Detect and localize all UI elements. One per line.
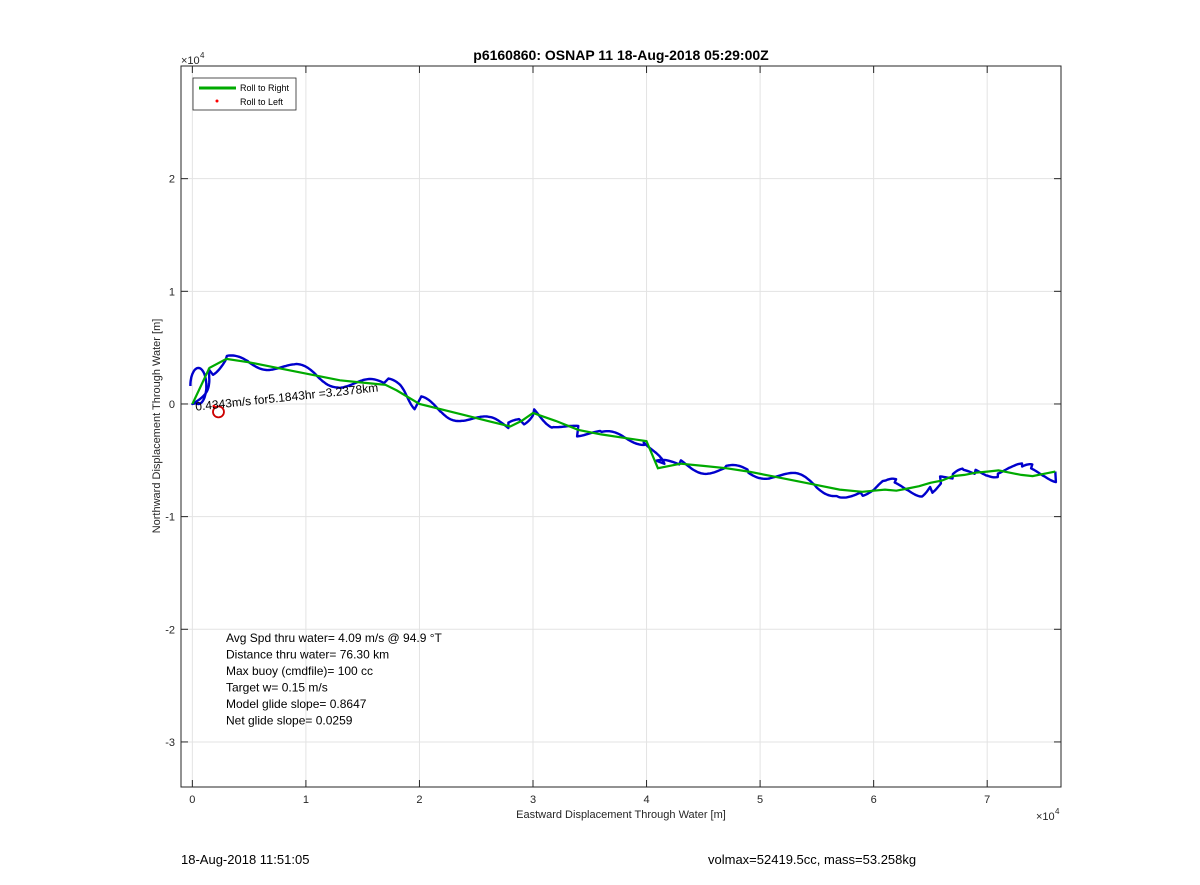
svg-text:×10: ×10 bbox=[1036, 811, 1055, 823]
stats-annotation-line: Model glide slope= 0.8647 bbox=[226, 697, 367, 711]
y-axis-label: Northward Displacement Through Water [m] bbox=[151, 319, 163, 534]
plot-frame bbox=[180, 65, 1062, 788]
footer-summary: volmax=52419.5cc, mass=53.258kg bbox=[708, 852, 917, 867]
x-tick-label: 4 bbox=[643, 794, 649, 806]
stats-annotation-block: Avg Spd thru water= 4.09 m/s @ 94.9 °T Di… bbox=[226, 631, 443, 728]
x-tick-label: 3 bbox=[530, 794, 536, 806]
y-tick-label: 0 bbox=[169, 399, 175, 411]
y-tick-label: 2 bbox=[169, 174, 175, 186]
legend-box bbox=[192, 77, 297, 111]
svg-text:4: 4 bbox=[200, 51, 205, 60]
footer-timestamp: 18-Aug-2018 11:51:05 bbox=[181, 852, 310, 867]
x-axis-label: Eastward Displacement Through Water [m] bbox=[516, 809, 726, 821]
y-tick-label: 1 bbox=[169, 286, 175, 298]
roll-right-series-line bbox=[191, 357, 1056, 493]
start-position-marker bbox=[212, 405, 225, 419]
axis-ticks: 0 1 2 3 4 5 6 7 -3 -2 -1 0 1 2 bbox=[165, 66, 1061, 806]
y-tick-label: -2 bbox=[165, 624, 175, 636]
y-exponent-label: ×10 4 bbox=[181, 51, 205, 67]
x-tick-label: 2 bbox=[416, 794, 422, 806]
chart-title: p6160860: OSNAP 11 18-Aug-2018 05:29:00Z bbox=[473, 47, 769, 63]
x-tick-label: 7 bbox=[984, 794, 990, 806]
legend-label-roll-right: Roll to Right bbox=[240, 83, 290, 93]
dive-track-line bbox=[189, 354, 1058, 499]
stats-annotation-line: Avg Spd thru water= 4.09 m/s @ 94.9 °T bbox=[226, 631, 443, 645]
svg-text:4: 4 bbox=[1055, 807, 1060, 816]
stats-annotation-line: Max buoy (cmdfile)= 100 cc bbox=[226, 664, 373, 678]
y-tick-label: -3 bbox=[165, 737, 175, 749]
y-tick-label: -1 bbox=[165, 512, 175, 524]
svg-text:×10: ×10 bbox=[181, 55, 200, 67]
stats-annotation-line: Net glide slope= 0.0259 bbox=[226, 714, 353, 728]
stats-annotation-line: Distance thru water= 76.30 km bbox=[226, 648, 389, 662]
x-exponent-label: ×10 4 bbox=[1036, 807, 1060, 823]
x-tick-label: 1 bbox=[303, 794, 309, 806]
stats-annotation-line: Target w= 0.15 m/s bbox=[226, 681, 328, 695]
legend: Roll to Right Roll to Left bbox=[192, 77, 297, 111]
grid bbox=[181, 66, 1061, 787]
x-tick-label: 0 bbox=[189, 794, 195, 806]
legend-swatch-roll-left bbox=[215, 99, 219, 103]
x-tick-label: 5 bbox=[757, 794, 763, 806]
legend-label-roll-left: Roll to Left bbox=[240, 97, 284, 107]
x-tick-label: 6 bbox=[871, 794, 877, 806]
